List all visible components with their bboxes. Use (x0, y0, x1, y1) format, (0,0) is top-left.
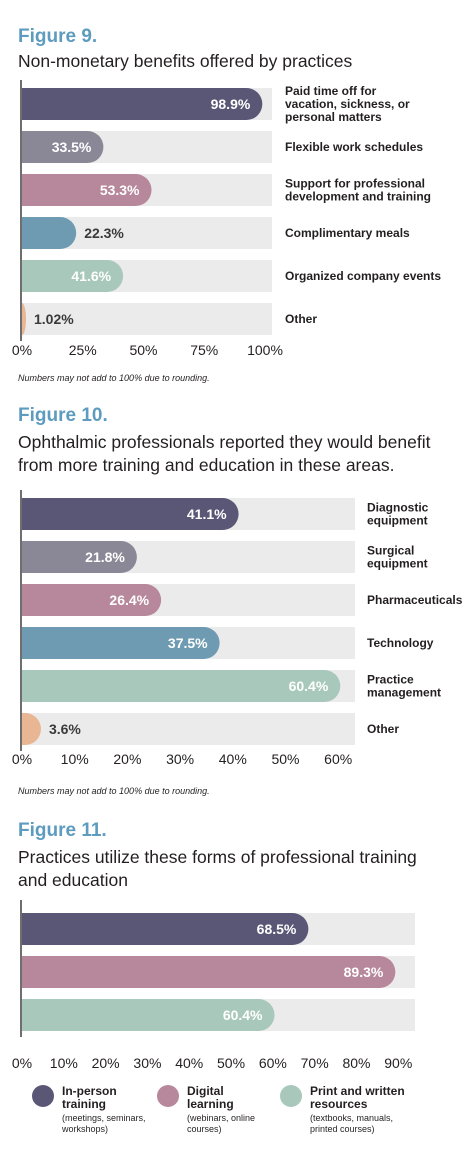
bar-value-label: 1.02% (34, 311, 74, 327)
x-tick-label: 10% (50, 1055, 78, 1071)
category-label: Surgical (367, 544, 414, 558)
figure-11-title: Figure 11. (18, 820, 107, 841)
bar (22, 260, 124, 292)
legend-detail: (meetings, seminars, workshops) (62, 1113, 146, 1134)
category-label: Diagnostic (367, 501, 429, 515)
legend-detail: (textbooks, manuals, printed courses) (310, 1113, 394, 1134)
x-tick-label: 0% (12, 1055, 32, 1071)
bar (22, 956, 396, 988)
figure-11-subtitle: Practices utilize these forms of profess… (18, 847, 417, 890)
legend-swatch (157, 1085, 179, 1107)
bar-value-label: 37.5% (168, 635, 208, 651)
bar-value-label: 33.5% (52, 139, 92, 155)
bar (22, 627, 220, 659)
x-tick-label: 50% (271, 751, 299, 767)
category-label: management (367, 686, 441, 700)
figure-10-note: Numbers may not add to 100% due to round… (18, 786, 210, 796)
bar-value-label: 68.5% (257, 921, 297, 937)
x-tick-label: 20% (92, 1055, 120, 1071)
x-tick-label: 0% (12, 342, 32, 358)
x-tick-label: 60% (324, 751, 352, 767)
bar-value-label: 60.4% (289, 678, 329, 694)
category-label: Flexible work schedules (285, 140, 423, 154)
legend-detail: (webinars, online courses) (187, 1113, 256, 1134)
bar (22, 913, 309, 945)
category-label: Paid time off for (285, 84, 377, 98)
bar (22, 131, 104, 163)
x-tick-label: 75% (190, 342, 218, 358)
category-label: personal matters (285, 110, 382, 124)
category-label: equipment (367, 557, 428, 571)
x-tick-label: 70% (301, 1055, 329, 1071)
x-tick-label: 60% (259, 1055, 287, 1071)
category-label: Other (367, 722, 399, 736)
x-tick-label: 30% (166, 751, 194, 767)
x-tick-label: 0% (12, 751, 32, 767)
category-label: vacation, sickness, or (285, 97, 410, 111)
category-label: Pharmaceuticals (367, 593, 463, 607)
bar (22, 541, 137, 573)
figure-10-subtitle: Ophthalmic professionals reported they w… (18, 432, 431, 475)
bar-value-label: 21.8% (85, 549, 125, 565)
legend-swatch (32, 1085, 54, 1107)
bar (22, 174, 152, 206)
bar-track (22, 713, 355, 745)
category-label: development and training (285, 190, 431, 204)
bar-value-label: 60.4% (223, 1007, 263, 1023)
x-tick-label: 30% (133, 1055, 161, 1071)
bar (22, 498, 239, 530)
legend-label: Digital learning (187, 1084, 234, 1111)
figure-11-legend: In-person training (meetings, seminars, … (32, 1085, 462, 1155)
x-tick-label: 80% (342, 1055, 370, 1071)
bar-value-label: 98.9% (211, 96, 251, 112)
category-label: Support for professional (285, 177, 425, 191)
bar (22, 713, 41, 745)
x-tick-label: 90% (384, 1055, 412, 1071)
bar-value-label: 41.6% (71, 268, 111, 284)
bar-value-label: 41.1% (187, 506, 227, 522)
figure-9-subtitle: Non-monetary benefits offered by practic… (18, 51, 353, 71)
x-tick-label: 20% (113, 751, 141, 767)
x-tick-label: 40% (175, 1055, 203, 1071)
figure-10-title: Figure 10. (18, 405, 108, 426)
bar-track (22, 303, 272, 335)
bar (22, 88, 263, 120)
x-tick-label: 40% (219, 751, 247, 767)
bar-value-label: 22.3% (84, 225, 124, 241)
figure-9-title: Figure 9. (18, 26, 98, 47)
category-label: Technology (367, 636, 434, 650)
x-tick-label: 100% (247, 342, 283, 358)
x-tick-label: 25% (69, 342, 97, 358)
category-label: equipment (367, 514, 428, 528)
category-label: Complimentary meals (285, 226, 410, 240)
bar-value-label: 3.6% (49, 721, 81, 737)
legend-label: In-person training (62, 1084, 117, 1111)
bar (22, 217, 77, 249)
bar-value-label: 89.3% (344, 964, 384, 980)
figure-9-note: Numbers may not add to 100% due to round… (18, 373, 210, 383)
category-label: Practice (367, 673, 414, 687)
bar (22, 584, 162, 616)
x-tick-label: 10% (61, 751, 89, 767)
bar-value-label: 53.3% (100, 182, 140, 198)
bar (22, 999, 275, 1031)
x-tick-label: 50% (217, 1055, 245, 1071)
category-label: Other (285, 312, 317, 326)
bar (22, 303, 26, 335)
bar (22, 670, 341, 702)
figure-11-chart: 68.5% 89.3% 60.4% 0% 10% 20% 30% 40% 50% 60% 70% 80… (12, 900, 415, 1071)
bar-value-label: 26.4% (109, 592, 149, 608)
x-tick-label: 50% (129, 342, 157, 358)
legend-swatch (280, 1085, 302, 1107)
category-label: Organized company events (285, 269, 441, 283)
legend-label: Print and written resources (310, 1084, 405, 1111)
